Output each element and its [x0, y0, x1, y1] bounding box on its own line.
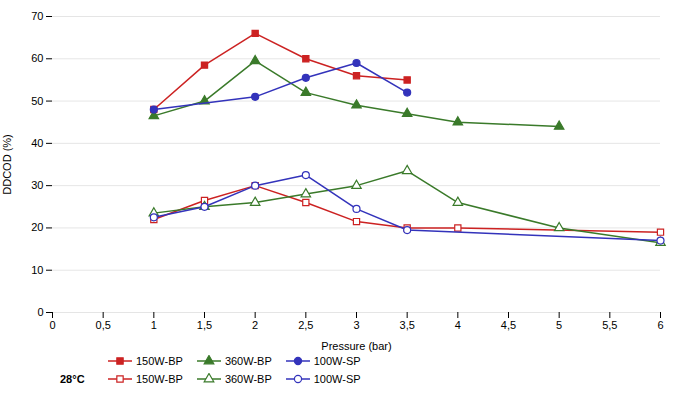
svg-text:0: 0	[49, 319, 55, 331]
svg-text:3,5: 3,5	[400, 319, 415, 331]
html-text:100W-SP: 100W-SP	[313, 373, 361, 385]
svg-text:DDCOD (%): DDCOD (%)	[1, 134, 13, 195]
svg-text:6: 6	[657, 319, 663, 331]
svg-text:60: 60	[31, 52, 43, 64]
svg-text:0,5: 0,5	[96, 319, 111, 331]
svg-text:50: 50	[31, 95, 43, 107]
html-text:28°C: 28°C	[60, 373, 85, 385]
html-text:360W-BP: 360W-BP	[224, 373, 272, 385]
html-text:150W-BP: 150W-BP	[136, 373, 183, 385]
svg-text:2: 2	[252, 319, 258, 331]
svg-text:5: 5	[556, 319, 562, 331]
svg-text:5,5: 5,5	[602, 319, 617, 331]
svg-text:10: 10	[31, 264, 43, 276]
svg-text:20: 20	[31, 221, 43, 233]
svg-text:1: 1	[151, 319, 157, 331]
svg-text:1,5: 1,5	[197, 319, 212, 331]
svg-text:4: 4	[455, 319, 461, 331]
svg-text:40: 40	[31, 137, 43, 149]
svg-text:70: 70	[31, 10, 43, 22]
svg-text:4,5: 4,5	[501, 319, 516, 331]
svg-text:2,5: 2,5	[298, 319, 313, 331]
svg-text:30: 30	[31, 179, 43, 191]
html-text:150W-BP: 150W-BP	[136, 355, 183, 367]
svg-text:0: 0	[37, 306, 43, 318]
html-text:360W-BP: 360W-BP	[224, 355, 272, 367]
svg-text:3: 3	[353, 319, 359, 331]
svg-text:Pressure (bar): Pressure (bar)	[321, 340, 391, 352]
html-text:100W-SP: 100W-SP	[313, 355, 361, 367]
